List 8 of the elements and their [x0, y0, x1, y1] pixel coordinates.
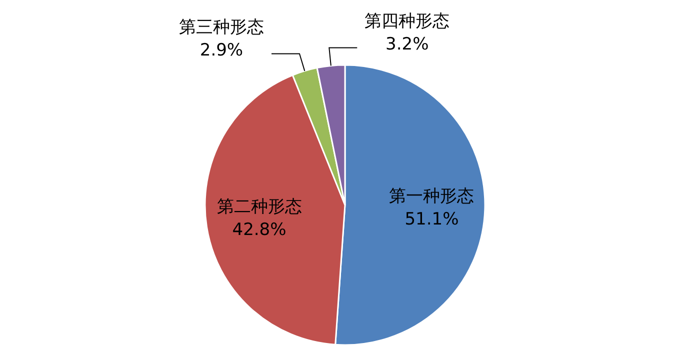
value-label: 51.1% — [404, 210, 459, 230]
value-label: 42.8% — [232, 220, 286, 240]
category-label: 第三种形态 — [179, 17, 264, 38]
value-label: 2.9% — [200, 40, 244, 60]
category-label: 第一种形态 — [389, 186, 474, 207]
category-label: 第四种形态 — [364, 11, 450, 32]
category-label: 第二种形态 — [216, 197, 302, 218]
value-label: 3.2% — [386, 34, 429, 54]
